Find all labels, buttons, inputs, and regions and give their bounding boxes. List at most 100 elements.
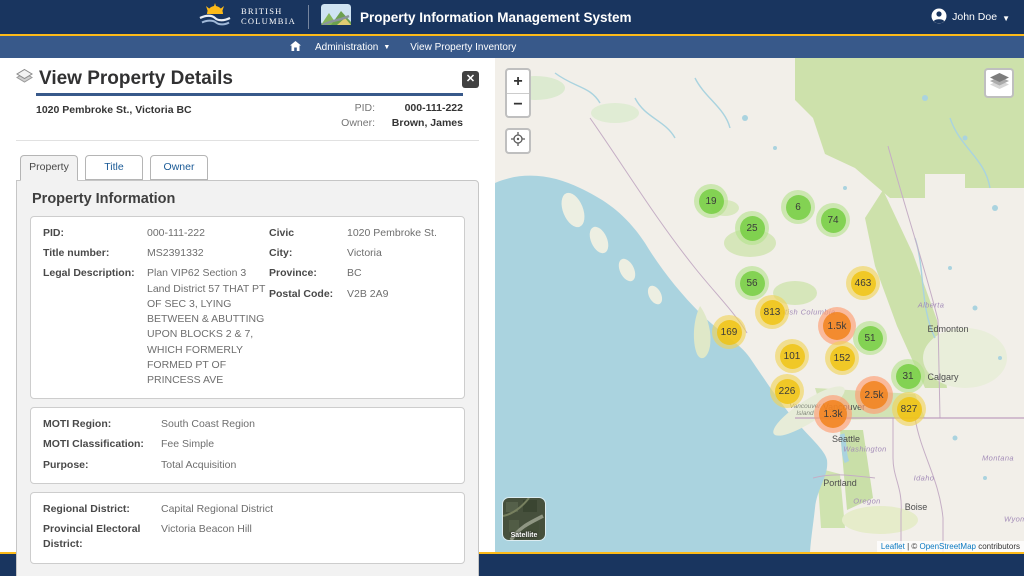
attribution-suffix: contributors (975, 542, 1020, 551)
cluster-marker[interactable]: 827 (892, 392, 926, 426)
field-label: Provincial Electoral District: (43, 523, 141, 551)
cluster-marker[interactable]: 813 (755, 295, 789, 329)
field-value: Plan VIP62 Section 3 Land District 57 TH… (147, 267, 266, 386)
cluster-marker[interactable]: 6 (781, 190, 815, 224)
basemap-label: Satellite (510, 532, 538, 539)
field-row: MOTI Classification: Fee Simple (43, 437, 452, 452)
basemap-switcher-satellite[interactable]: Satellite (503, 498, 545, 540)
user-avatar-icon (931, 8, 947, 27)
field-value: Victoria Beacon Hill (161, 523, 252, 536)
cluster-marker[interactable]: 19 (694, 184, 728, 218)
cluster-marker[interactable]: 226 (770, 374, 804, 408)
locate-target-icon (511, 131, 525, 151)
cluster-count: 31 (895, 363, 921, 389)
map-view[interactable]: British Columbia Alberta Edmonton Calgary Va… (495, 58, 1024, 552)
summary-value: 000-111-222 (404, 102, 463, 114)
field-label: City: (269, 247, 293, 260)
cluster-count: 169 (716, 319, 742, 345)
cluster-count: 152 (829, 345, 855, 371)
detail-tabs: Property Title Owner (20, 155, 479, 181)
field-label: MOTI Classification: (43, 438, 144, 451)
property-diamond-icon (16, 68, 33, 90)
field-value: 1020 Pembroke St. (347, 227, 437, 239)
field-row: MOTI Region: South Coast Region (43, 417, 452, 432)
tab-property[interactable]: Property (20, 155, 78, 181)
field-label: Postal Code: (269, 287, 334, 300)
cluster-marker[interactable]: 463 (846, 266, 880, 300)
layers-button[interactable] (984, 68, 1014, 98)
field-value: Capital Regional District (161, 502, 274, 515)
cluster-marker[interactable]: 74 (816, 203, 850, 237)
summary-row-owner: Owner: Brown, James (315, 117, 463, 129)
cluster-marker[interactable]: 1.5k (818, 307, 856, 345)
panel-divider (16, 140, 479, 141)
summary-row-pid: PID: 000-111-222 (315, 102, 463, 114)
cluster-count: 2.5k (860, 381, 888, 409)
field-row: Province: BC (269, 266, 452, 281)
satellite-thumbnail-image (503, 498, 545, 540)
field-row: City: Victoria (269, 246, 452, 261)
close-icon[interactable]: ✕ (462, 70, 479, 88)
zoom-in-button[interactable]: + (513, 72, 523, 90)
home-icon[interactable] (290, 40, 301, 54)
field-label: PID: (43, 227, 64, 239)
leaflet-link[interactable]: Leaflet (880, 542, 905, 551)
cluster-marker[interactable]: 2.5k (855, 376, 893, 414)
field-row: Purpose: Total Acquisition (43, 458, 452, 473)
field-label: Purpose: (43, 458, 89, 471)
summary-label: Owner: (341, 117, 375, 129)
main-content: View Property Details ✕ 1020 Pembroke St… (0, 58, 1024, 576)
app-header: BRITISH COLUMBIA Property Information Man… (0, 0, 1024, 36)
user-menu-caret-icon: ▼ (1002, 13, 1010, 23)
cluster-count: 1.3k (819, 400, 847, 428)
cluster-count: 813 (759, 299, 785, 325)
cluster-marker[interactable]: 25 (735, 211, 769, 245)
bc-gov-logo[interactable]: BRITISH COLUMBIA (196, 1, 296, 33)
page-title: View Property Details (39, 68, 233, 89)
nav-dropdown-caret-icon: ▼ (383, 43, 391, 51)
field-value: South Coast Region (161, 418, 255, 431)
zoom-out-button[interactable]: − (507, 93, 529, 116)
field-value: V2B 2A9 (347, 287, 389, 300)
app-title: Property Information Management System (359, 9, 632, 25)
field-value: 000-111-222 (147, 227, 205, 239)
header-divider (307, 5, 309, 29)
district-card: Regional District: Capital Regional Distr… (30, 491, 465, 564)
field-value: Victoria (347, 247, 382, 260)
nav-item-administration[interactable]: Administration ▼ (315, 41, 391, 53)
cluster-marker[interactable]: 101 (775, 339, 809, 373)
field-row: Regional District: Capital Regional Distr… (43, 502, 452, 517)
nav-item-view-property-inventory[interactable]: View Property Inventory (410, 41, 517, 53)
cluster-marker[interactable]: 169 (712, 315, 746, 349)
field-row: PID: 000-111-222 (43, 226, 269, 241)
user-menu[interactable]: John Doe ▼ (931, 8, 1010, 27)
field-value: MS2391332 (147, 247, 204, 260)
property-info-card: PID: 000-111-222 Title number: MS2391332 Leg… (30, 216, 465, 400)
field-value: Fee Simple (161, 438, 215, 451)
property-card-right: Civic 1020 Pembroke St. City: Victoria Provi… (269, 226, 452, 393)
field-label: MOTI Region: (43, 418, 112, 431)
tab-owner[interactable]: Owner (150, 155, 208, 180)
field-row: Postal Code: V2B 2A9 (269, 287, 452, 302)
property-details-panel: View Property Details ✕ 1020 Pembroke St… (0, 58, 495, 576)
cluster-marker[interactable]: 152 (825, 341, 859, 375)
field-label: Legal Description: (43, 267, 135, 280)
cluster-marker[interactable]: 51 (853, 321, 887, 355)
osm-link[interactable]: OpenStreetMap (919, 542, 976, 551)
cluster-marker[interactable]: 31 (891, 359, 925, 393)
zoom-control: + − (505, 68, 531, 118)
field-label: Title number: (43, 247, 110, 260)
tab-title[interactable]: Title (85, 155, 143, 180)
property-tab-panel: Property Information PID: 000-111-222 Titl… (16, 180, 479, 576)
cluster-count: 56 (739, 270, 765, 296)
property-address: 1020 Pembroke St., Victoria BC (36, 104, 192, 116)
property-summary: PID: 000-111-222 Owner: Brown, James (315, 102, 463, 132)
cluster-marker[interactable]: 1.3k (814, 395, 852, 433)
cluster-count: 74 (820, 207, 846, 233)
cluster-count: 101 (779, 343, 805, 369)
locate-button[interactable] (505, 128, 531, 154)
map-attribution: Leaflet | © OpenStreetMap contributors (876, 541, 1024, 552)
field-row: Provincial Electoral District: Victoria B… (43, 522, 452, 552)
cluster-marker[interactable]: 56 (735, 266, 769, 300)
